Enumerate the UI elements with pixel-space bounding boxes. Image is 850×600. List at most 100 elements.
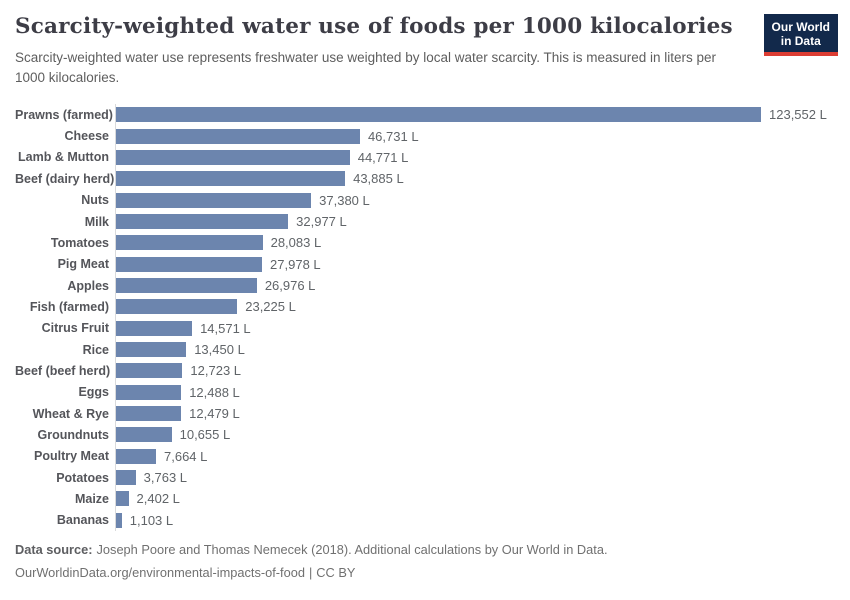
category-label: Lamb & Mutton — [18, 150, 109, 165]
value-label: 32,977 L — [296, 214, 347, 230]
data-source-text: Joseph Poore and Thomas Nemecek (2018). … — [96, 541, 608, 557]
category-label: Groundnuts — [37, 427, 109, 442]
bar-row: Lamb & Mutton 44,771 L — [15, 146, 850, 169]
bar[interactable] — [116, 320, 193, 336]
value-label: 13,450 L — [194, 342, 245, 358]
value-label: 12,479 L — [189, 406, 240, 422]
category-label: Potatoes — [56, 470, 109, 485]
bar-row: Wheat & Rye 12,479 L — [15, 402, 850, 425]
bar[interactable] — [116, 470, 136, 486]
bar-row: Prawns (farmed) 123,552 L — [15, 104, 850, 126]
bar[interactable] — [116, 491, 129, 507]
bar-zone: 123,552 L — [115, 104, 827, 126]
value-label: 27,978 L — [270, 256, 321, 272]
category-label: Pig Meat — [57, 257, 109, 272]
bar-zone: 44,771 L — [115, 146, 761, 169]
bar[interactable] — [116, 384, 182, 400]
category-label: Tomatoes — [50, 235, 109, 250]
bar-row: Potatoes 3,763 L — [15, 466, 850, 489]
data-source-label: Data source: — [15, 541, 93, 557]
bar-row: Milk 32,977 L — [15, 210, 850, 233]
bar-zone: 10,655 L — [115, 424, 761, 446]
bar-row: Fish (farmed) 23,225 L — [15, 296, 850, 318]
bar-row: Nuts 37,380 L — [15, 189, 850, 211]
bar-zone: 7,664 L — [115, 445, 761, 467]
bar[interactable] — [116, 342, 187, 358]
chart-title: Scarcity-weighted water use of foods per… — [15, 14, 733, 39]
category-label: Poultry Meat — [33, 449, 109, 464]
bar[interactable] — [116, 149, 350, 165]
category-label: Citrus Fruit — [41, 321, 109, 336]
owid-logo-line2: in Data — [780, 34, 821, 48]
license-link[interactable]: CC BY — [316, 564, 356, 580]
bar[interactable] — [116, 235, 263, 251]
bar-zone: 12,488 L — [115, 381, 761, 403]
footer-link-line: OurWorldinData.org/environmental-impacts… — [15, 561, 608, 584]
value-label: 44,771 L — [357, 149, 409, 165]
category-label: Bananas — [56, 513, 109, 528]
bar-zone: 1,103 L — [115, 509, 761, 531]
bar-zone: 2,402 L — [115, 488, 761, 510]
category-label: Maize — [74, 491, 109, 506]
bar-zone: 46,731 L — [115, 125, 761, 147]
bar-zone: 12,723 L — [115, 360, 761, 382]
bar-chart-rows: Prawns (farmed) 123,552 L Cheese 46,731 … — [15, 104, 850, 531]
category-label: Eggs — [78, 385, 109, 400]
value-label: 1,103 L — [129, 512, 174, 528]
bar-zone: 32,977 L — [115, 210, 761, 233]
bar[interactable] — [116, 107, 761, 123]
category-label: Wheat & Rye — [32, 406, 109, 421]
bar-row: Tomatoes 28,083 L — [15, 232, 850, 254]
bar-zone: 12,479 L — [115, 402, 761, 425]
category-label: Rice — [82, 342, 109, 357]
bar-zone: 3,763 L — [115, 466, 761, 489]
bar[interactable] — [116, 214, 289, 230]
bar[interactable] — [116, 171, 346, 187]
value-label: 26,976 L — [264, 278, 316, 294]
chart-footer: Data source: Joseph Poore and Thomas Neme… — [15, 538, 608, 584]
bar-row: Maize 2,402 L — [15, 488, 850, 510]
bar[interactable] — [116, 128, 360, 144]
bar[interactable] — [116, 427, 172, 443]
chart-header: Scarcity-weighted water use of foods per… — [0, 0, 850, 87]
value-label: 46,731 L — [367, 128, 419, 144]
bar-zone: 43,885 L — [115, 168, 761, 190]
bar-zone: 14,571 L — [115, 317, 761, 339]
bar[interactable] — [116, 256, 263, 272]
value-label: 14,571 L — [200, 320, 251, 336]
value-label: 23,225 L — [245, 299, 296, 315]
value-label: 43,885 L — [353, 171, 404, 187]
footer-link[interactable]: OurWorldinData.org/environmental-impacts… — [15, 564, 305, 580]
bar-row: Beef (dairy herd) 43,885 L — [15, 168, 850, 190]
bar[interactable] — [116, 363, 183, 379]
category-label: Prawns (farmed) — [15, 107, 113, 122]
value-label: 10,655 L — [179, 427, 231, 443]
bar-row: Beef (beef herd) 12,723 L — [15, 360, 850, 382]
category-label: Apples — [67, 278, 109, 293]
bar[interactable] — [116, 512, 122, 528]
bar[interactable] — [116, 278, 257, 294]
category-label: Nuts — [81, 193, 109, 208]
bar-row: Bananas 1,103 L — [15, 509, 850, 531]
footer-source-line: Data source: Joseph Poore and Thomas Neme… — [15, 538, 608, 561]
bar-row: Cheese 46,731 L — [15, 125, 850, 147]
value-label: 12,488 L — [189, 384, 240, 400]
bar[interactable] — [116, 192, 312, 208]
bar[interactable] — [116, 299, 238, 315]
category-label: Fish (farmed) — [29, 299, 109, 314]
owid-logo-line1: Our World — [771, 20, 830, 34]
bar-row: Citrus Fruit 14,571 L — [15, 317, 850, 339]
category-label: Beef (dairy herd) — [15, 171, 115, 186]
bar[interactable] — [116, 448, 156, 464]
bar-zone: 13,450 L — [115, 338, 761, 361]
bar-chart: Prawns (farmed) 123,552 L Cheese 46,731 … — [15, 104, 850, 531]
bar-row: Pig Meat 27,978 L — [15, 253, 850, 275]
bar-zone: 27,978 L — [115, 253, 761, 275]
value-label: 2,402 L — [136, 491, 180, 507]
category-label: Cheese — [64, 129, 109, 144]
bar[interactable] — [116, 406, 182, 422]
chart-subtitle: Scarcity-weighted water use represents f… — [15, 50, 717, 85]
value-label: 12,723 L — [190, 363, 242, 379]
bar-row: Apples 26,976 L — [15, 274, 850, 297]
owid-logo[interactable]: Our World in Data — [763, 14, 838, 56]
